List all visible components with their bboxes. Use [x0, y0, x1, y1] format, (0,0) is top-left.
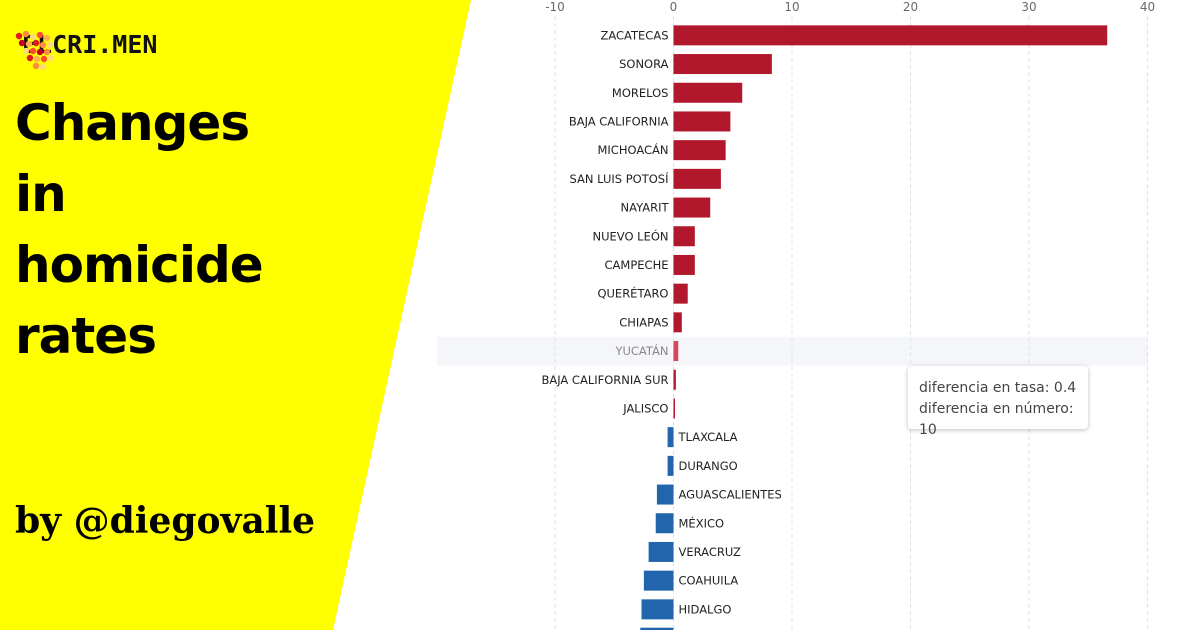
category-label: MÉXICO: [679, 515, 725, 530]
category-label: DURANGO: [679, 459, 738, 473]
bar: [667, 427, 674, 448]
bar: [673, 312, 682, 333]
bar: [673, 168, 721, 189]
category-label: HIDALGO: [679, 602, 732, 616]
category-label: YUCATÁN: [614, 343, 668, 358]
category-label: SONORA: [619, 57, 669, 71]
category-label: MICHOACÁN: [597, 142, 668, 157]
bar: [673, 283, 688, 304]
bar: [673, 369, 676, 390]
category-label: TLAXCALA: [678, 430, 738, 444]
category-label: COAHUILA: [679, 574, 739, 588]
x-tick-label: -10: [545, 0, 565, 14]
category-label: CHIAPAS: [619, 315, 668, 329]
category-label: SAN LUIS POTOSÍ: [570, 171, 670, 186]
bar: [673, 25, 1108, 46]
bar: [673, 54, 772, 75]
bar: [643, 570, 674, 591]
x-tick-label: 40: [1140, 0, 1155, 14]
x-tick-label: 0: [670, 0, 678, 14]
bar: [673, 82, 743, 103]
x-tick-label: 30: [1021, 0, 1036, 14]
bar: [667, 455, 674, 476]
category-label: AGUASCALIENTES: [679, 488, 782, 502]
chart-tooltip: diferencia en tasa: 0.4 diferencia en nú…: [908, 366, 1088, 438]
category-label: NUEVO LEÓN: [593, 228, 669, 243]
bar: [673, 226, 695, 247]
bar: [673, 197, 711, 218]
bar: [648, 541, 674, 562]
category-label: VERACRUZ: [679, 545, 742, 559]
bar: [673, 140, 726, 161]
category-label: NAYARIT: [621, 201, 670, 215]
category-label: JALISCO: [622, 401, 668, 415]
category-label: QUERÉTARO: [597, 286, 668, 301]
x-tick-label: 10: [784, 0, 799, 14]
category-label: BAJA CALIFORNIA SUR: [541, 373, 668, 387]
category-label: ZACATECAS: [600, 28, 668, 42]
bar: [673, 254, 695, 275]
bar: [641, 599, 674, 620]
category-label: MORELOS: [612, 86, 669, 100]
bar: [673, 398, 675, 419]
bar: [655, 513, 674, 534]
bar: [673, 111, 731, 132]
bar: [673, 341, 679, 362]
category-label: CAMPECHE: [605, 258, 669, 272]
tooltip-rate-diff: diferencia en tasa: 0.4: [919, 380, 1077, 396]
bar: [656, 484, 674, 505]
category-label: BAJA CALIFORNIA: [569, 114, 669, 128]
tooltip-count-diff: diferencia en número: 10: [919, 401, 1074, 438]
x-tick-label: 20: [903, 0, 918, 14]
